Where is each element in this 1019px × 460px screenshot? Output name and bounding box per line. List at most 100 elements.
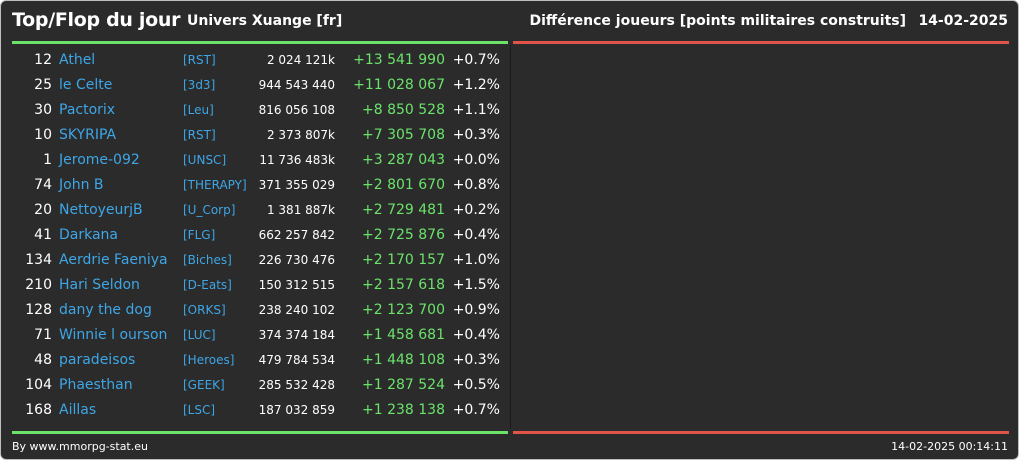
- universe-label: Univers Xuange [fr]: [187, 13, 343, 29]
- alliance-tag-link[interactable]: [D-Eats]: [183, 278, 232, 292]
- top-players-table: 12 Athel [RST] 2 024 121k +13 541 990 +0…: [12, 48, 508, 423]
- table-row: 128 dany the dog [ORKS] 238 240 102 +2 1…: [12, 298, 508, 323]
- alliance-tag-link[interactable]: [THERAPY]: [183, 178, 247, 192]
- player-name-link[interactable]: Winnie l ourson: [59, 327, 168, 343]
- player-name-link[interactable]: Aerdrie Faeniya: [59, 252, 168, 268]
- rank-cell: 41: [34, 227, 52, 243]
- player-name-link[interactable]: le Celte: [59, 77, 113, 93]
- alliance-tag-link[interactable]: [LSC]: [183, 403, 216, 417]
- credit-link[interactable]: By www.mmorpg-stat.eu: [12, 440, 148, 453]
- rank-cell: 30: [34, 102, 52, 118]
- score-cell: 187 032 859: [258, 403, 335, 417]
- percent-cell: +0.7%: [452, 52, 500, 68]
- table-row: 168 Aillas [LSC] 187 032 859 +1 238 138 …: [12, 398, 508, 423]
- score-cell: 150 312 515: [258, 278, 335, 292]
- score-cell: 2 373 807k: [266, 128, 335, 142]
- column-divider: [510, 45, 511, 429]
- player-name-link[interactable]: Jerome-092: [59, 152, 140, 168]
- player-name-link[interactable]: dany the dog: [59, 302, 152, 318]
- percent-cell: +1.1%: [452, 102, 500, 118]
- table-row: 41 Darkana [FLG] 662 257 842 +2 725 876 …: [12, 223, 508, 248]
- percent-cell: +1.0%: [452, 252, 500, 268]
- bottom-divider-green: [12, 431, 508, 434]
- table-row: 20 NettoyeurjB [U_Corp] 1 381 887k +2 72…: [12, 198, 508, 223]
- player-name-link[interactable]: NettoyeurjB: [59, 202, 143, 218]
- difference-cell: +2 123 700: [362, 302, 445, 318]
- player-name-link[interactable]: Aillas: [59, 402, 97, 418]
- rank-cell: 20: [34, 202, 52, 218]
- alliance-tag-link[interactable]: [RST]: [183, 128, 216, 142]
- alliance-tag-link[interactable]: [UNSC]: [183, 153, 227, 167]
- player-name-link[interactable]: Hari Seldon: [59, 277, 140, 293]
- alliance-tag-link[interactable]: [Biches]: [183, 253, 232, 267]
- alliance-tag-link[interactable]: [Heroes]: [183, 353, 235, 367]
- percent-cell: +0.8%: [452, 177, 500, 193]
- score-cell: 662 257 842: [258, 228, 335, 242]
- alliance-tag-link[interactable]: [ORKS]: [183, 303, 226, 317]
- difference-cell: +1 238 138: [362, 402, 445, 418]
- table-row: 74 John B [THERAPY] 371 355 029 +2 801 6…: [12, 173, 508, 198]
- table-row: 12 Athel [RST] 2 024 121k +13 541 990 +0…: [12, 48, 508, 73]
- difference-cell: +2 170 157: [362, 252, 445, 268]
- player-name-link[interactable]: Pactorix: [59, 102, 116, 118]
- table-row: 25 le Celte [3d3] 944 543 440 +11 028 06…: [12, 73, 508, 98]
- alliance-tag-link[interactable]: [GEEK]: [183, 378, 225, 392]
- player-name-link[interactable]: Phaesthan: [59, 377, 133, 393]
- table-row: 71 Winnie l ourson [LUC] 374 374 184 +1 …: [12, 323, 508, 348]
- generated-timestamp: 14-02-2025 00:14:11: [891, 440, 1008, 453]
- alliance-tag-link[interactable]: [RST]: [183, 53, 216, 67]
- percent-cell: +0.3%: [452, 127, 500, 143]
- rank-cell: 25: [34, 77, 52, 93]
- alliance-tag-link[interactable]: [FLG]: [183, 228, 216, 242]
- difference-cell: +2 157 618: [362, 277, 445, 293]
- alliance-tag-link[interactable]: [3d3]: [183, 78, 216, 92]
- player-name-link[interactable]: Darkana: [59, 227, 119, 243]
- difference-cell: +7 305 708: [362, 127, 445, 143]
- table-row: 10 SKYRIPA [RST] 2 373 807k +7 305 708 +…: [12, 123, 508, 148]
- table-row: 210 Hari Seldon [D-Eats] 150 312 515 +2 …: [12, 273, 508, 298]
- player-name-link[interactable]: paradeisos: [59, 352, 136, 368]
- difference-cell: +2 725 876: [362, 227, 445, 243]
- difference-cell: +1 287 524: [362, 377, 445, 393]
- rank-cell: 48: [34, 352, 52, 368]
- table-row: 104 Phaesthan [GEEK] 285 532 428 +1 287 …: [12, 373, 508, 398]
- percent-cell: +0.9%: [452, 302, 500, 318]
- score-cell: 371 355 029: [258, 178, 335, 192]
- percent-cell: +0.5%: [452, 377, 500, 393]
- alliance-tag-link[interactable]: [U_Corp]: [183, 203, 236, 217]
- rank-cell: 134: [25, 252, 52, 268]
- alliance-tag-link[interactable]: [Leu]: [183, 103, 214, 117]
- player-name-link[interactable]: Athel: [59, 52, 96, 68]
- table-row: 30 Pactorix [Leu] 816 056 108 +8 850 528…: [12, 98, 508, 123]
- difference-cell: +1 458 681: [362, 327, 445, 343]
- top-divider-green: [12, 41, 508, 44]
- percent-cell: +0.7%: [452, 402, 500, 418]
- table-row: 48 paradeisos [Heroes] 479 784 534 +1 44…: [12, 348, 508, 373]
- rank-cell: 71: [34, 327, 52, 343]
- difference-cell: +8 850 528: [362, 102, 445, 118]
- rank-cell: 10: [34, 127, 52, 143]
- rank-cell: 210: [25, 277, 52, 293]
- score-cell: 944 543 440: [258, 78, 335, 92]
- percent-cell: +1.2%: [452, 77, 500, 93]
- percent-cell: +0.4%: [452, 227, 500, 243]
- date-label: 14-02-2025: [918, 13, 1008, 29]
- difference-cell: +13 541 990: [353, 52, 445, 68]
- score-cell: 1 381 887k: [266, 203, 335, 217]
- rank-cell: 12: [34, 52, 52, 68]
- percent-cell: +0.2%: [452, 202, 500, 218]
- score-cell: 816 056 108: [258, 103, 335, 117]
- player-name-link[interactable]: John B: [59, 177, 104, 193]
- percent-cell: +0.0%: [452, 152, 500, 168]
- difference-cell: +11 028 067: [353, 77, 445, 93]
- percent-cell: +1.5%: [452, 277, 500, 293]
- difference-cell: +1 448 108: [362, 352, 445, 368]
- alliance-tag-link[interactable]: [LUC]: [183, 328, 216, 342]
- rank-cell: 168: [25, 402, 52, 418]
- rank-cell: 128: [25, 302, 52, 318]
- percent-cell: +0.4%: [452, 327, 500, 343]
- score-cell: 479 784 534: [258, 353, 335, 367]
- player-name-link[interactable]: SKYRIPA: [59, 127, 117, 143]
- score-cell: 226 730 476: [258, 253, 335, 267]
